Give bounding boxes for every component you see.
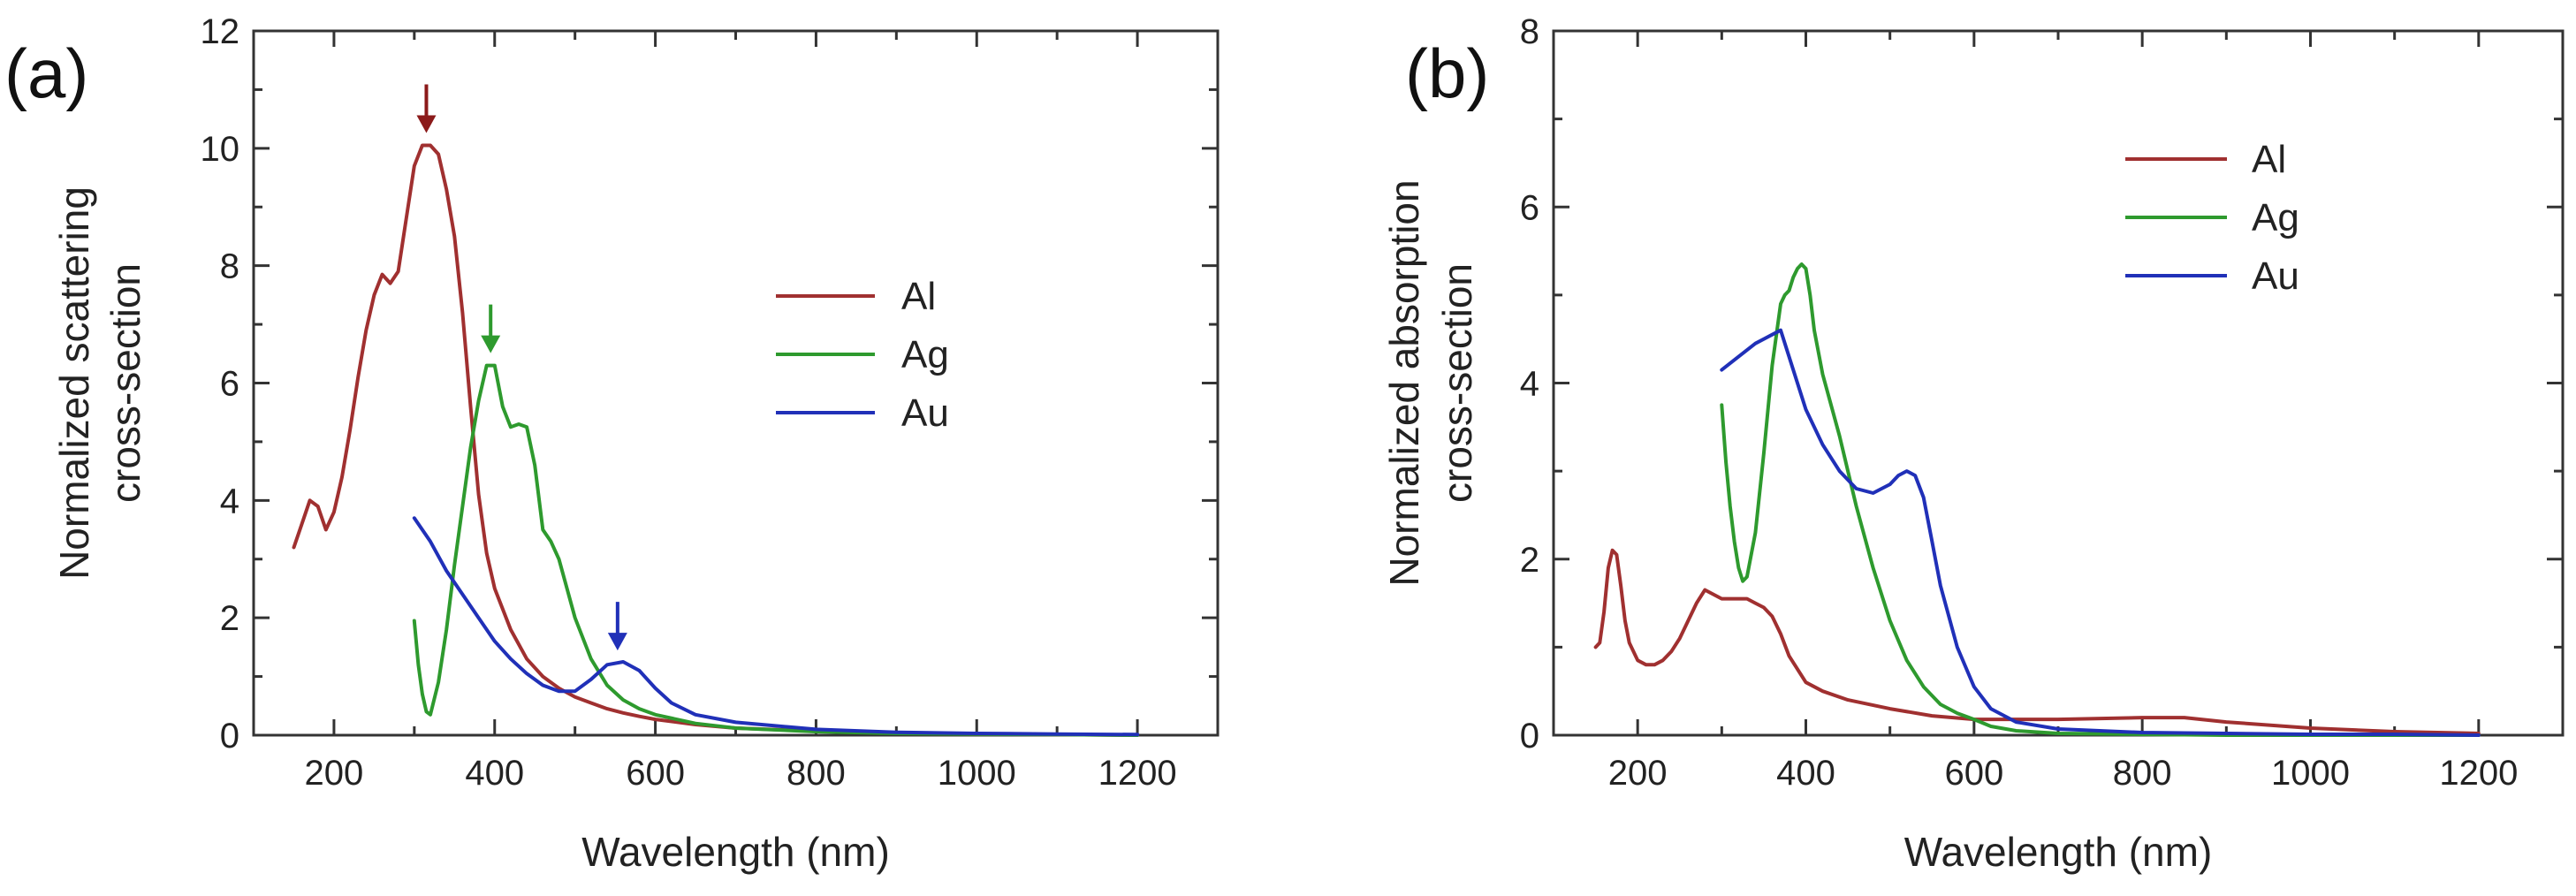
legend-label-au: Au bbox=[901, 391, 949, 435]
series-line-au bbox=[412, 516, 1140, 737]
x-tick-label: 800 bbox=[786, 754, 846, 793]
y-tick-label: 4 bbox=[1520, 365, 1539, 404]
y-axis-title-line: cross-section bbox=[1434, 263, 1480, 503]
y-tick-label: 4 bbox=[220, 482, 239, 520]
x-tick-label: 1000 bbox=[2271, 754, 2350, 793]
x-tick-label: 1000 bbox=[938, 754, 1016, 793]
y-axis-title-line: Normalized scattering bbox=[51, 186, 97, 580]
x-tick-label: 200 bbox=[1608, 754, 1668, 793]
y-tick-label: 0 bbox=[220, 717, 239, 756]
chart-panel-a: 200 400 600 800 1000 1200 0 2 4 6 8 10 12 Wavelength … bbox=[4, 12, 1220, 875]
series-line-ag bbox=[1720, 262, 2481, 737]
plot-frame bbox=[1552, 29, 2565, 737]
y-tick-label: 6 bbox=[1520, 188, 1539, 227]
y-tick-label: 0 bbox=[1520, 717, 1539, 756]
x-tick-label: 400 bbox=[1776, 754, 1835, 793]
series-line-ag bbox=[412, 363, 1140, 737]
peak-arrow-au bbox=[607, 602, 627, 651]
x-tick-label: 400 bbox=[465, 754, 524, 793]
legend: Al Ag Au bbox=[776, 275, 949, 435]
plot-frame bbox=[252, 29, 1220, 737]
y-tick-label: 10 bbox=[201, 130, 240, 169]
y-tick-label: 12 bbox=[201, 12, 240, 51]
x-tick-label: 200 bbox=[305, 754, 364, 793]
peak-arrow-ag bbox=[481, 304, 501, 353]
chart-panel-b: 200 400 600 800 1000 1200 0 2 4 6 8 Wavelength (nm)… bbox=[1381, 12, 2565, 875]
legend-label-au: Au bbox=[2252, 254, 2299, 298]
x-tick-label: 1200 bbox=[2439, 754, 2518, 793]
y-tick-label: 2 bbox=[220, 599, 239, 638]
x-axis-title: Wavelength (nm) bbox=[581, 829, 890, 875]
series-line-al bbox=[292, 143, 1140, 737]
legend-label-ag: Ag bbox=[901, 333, 949, 376]
x-axis-title: Wavelength (nm) bbox=[1904, 829, 2213, 875]
legend-label-al: Al bbox=[901, 275, 936, 318]
legend-label-ag: Ag bbox=[2252, 196, 2299, 239]
y-axis-title-line: cross-section bbox=[103, 263, 148, 503]
peak-arrow-al bbox=[416, 84, 437, 133]
y-tick-label: 6 bbox=[220, 365, 239, 404]
x-tick-label: 800 bbox=[2113, 754, 2172, 793]
y-tick-label: 8 bbox=[220, 247, 239, 286]
x-tick-label: 600 bbox=[1944, 754, 2003, 793]
series-line-al bbox=[1593, 548, 2481, 735]
legend: Al Ag Au bbox=[2125, 138, 2299, 298]
series-line-au bbox=[1720, 328, 2481, 737]
y-tick-label: 2 bbox=[1520, 541, 1539, 580]
legend-label-al: Al bbox=[2252, 138, 2286, 181]
y-axis-title-line: Normalized absorption bbox=[1381, 179, 1427, 586]
y-tick-label: 8 bbox=[1520, 12, 1539, 51]
panel-label: (a) bbox=[4, 34, 88, 112]
panel-label: (b) bbox=[1405, 34, 1489, 112]
x-tick-label: 1200 bbox=[1098, 754, 1177, 793]
x-tick-label: 600 bbox=[626, 754, 685, 793]
